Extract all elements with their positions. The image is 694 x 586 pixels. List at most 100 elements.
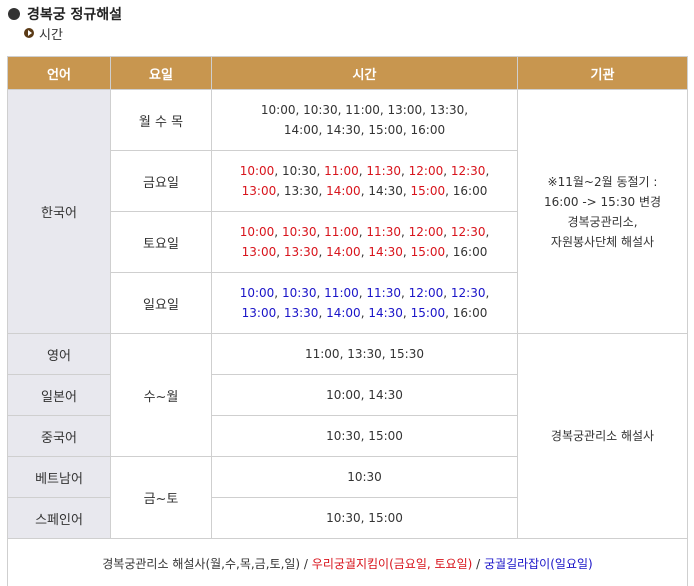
time-line: 10:00, 10:30, 11:00, 11:30, 12:00, 12:30… (212, 161, 517, 181)
time-blue: 11:30 (366, 286, 401, 300)
time-line: 10:00, 10:30, 11:00, 11:30, 12:00, 12:30… (212, 283, 517, 303)
time-text: , (443, 286, 451, 300)
season-change: 16:00 -> 15:30 변경 (543, 194, 662, 209)
time-red: 12:00 (408, 225, 444, 239)
time-line: 13:00, 13:30, 14:00, 14:30, 15:00, 16:00 (212, 181, 517, 201)
organization-cell-korean: ※11월~2월 동절기 : 16:00 -> 15:30 변경 경복궁관리소, … (517, 89, 688, 334)
time-red: 14:00 (326, 245, 361, 259)
time-red: 10:00 (239, 164, 275, 178)
time-cell: 10:30, 15:00 (211, 497, 518, 539)
time-text: , (318, 306, 327, 320)
language-cell: 영어 (7, 333, 111, 375)
organization-name: 자원봉사단체 해설사 (550, 234, 655, 249)
time-blue: 15:00 (410, 306, 446, 320)
time-red: 10:00 (239, 225, 275, 239)
time-text: , 14:30, (360, 184, 411, 198)
time-red: 13:00 (241, 245, 277, 259)
season-note: ※11월~2월 동절기 : (547, 174, 658, 189)
table-header-row: 언어 요일 시간 기관 (7, 56, 688, 90)
time-red: 12:30 (450, 164, 486, 178)
time-text: , 10:30, (274, 164, 325, 178)
legend-volunteer-blue: 궁궐길라잡이(일요일) (483, 556, 593, 571)
time-text: , 16:00 (445, 245, 488, 259)
table-row: 스페인어 10:30, 15:00 (7, 497, 688, 539)
time-red: 12:00 (408, 164, 444, 178)
time-text: , (402, 306, 411, 320)
time-text: , (358, 286, 367, 300)
time-blue: 12:00 (408, 286, 444, 300)
time-text: , (402, 245, 411, 259)
time-line: 14:00, 14:30, 15:00, 16:00 (212, 120, 517, 140)
day-cell: 일요일 (110, 272, 212, 334)
time-text: , 16:00 (445, 184, 488, 198)
time-text: , (358, 164, 367, 178)
time-red: 10:30 (281, 225, 317, 239)
time-text: , (401, 225, 409, 239)
time-text: , (316, 286, 325, 300)
time-cell: 10:00, 10:30, 11:00, 11:30, 12:00, 12:30… (211, 211, 518, 273)
time-blue: 14:30 (368, 306, 403, 320)
time-blue: 12:30 (450, 286, 486, 300)
day-cell: 월 수 목 (110, 89, 212, 151)
time-cell: 10:30 (211, 456, 518, 498)
section-title: 경복궁 정규해설 (27, 7, 123, 23)
language-cell: 베트남어 (7, 456, 111, 498)
legend-separator: / (472, 556, 484, 571)
time-text: 10:00, 10:30, 11:00, 13:00, 13:30, (260, 103, 469, 117)
time-text: , 13:30, (276, 184, 327, 198)
subheading-text: 시간 (39, 27, 63, 43)
time-text: , (360, 245, 369, 259)
section-heading: 경복궁 정규해설 (8, 4, 122, 24)
time-red: 15:00 (410, 184, 446, 198)
column-header-organization: 기관 (517, 56, 688, 90)
table-row: 금요일 10:00, 10:30, 11:00, 11:30, 12:00, 1… (8, 150, 688, 212)
time-text: , (360, 306, 369, 320)
language-cell-korean: 한국어 (7, 89, 111, 334)
column-header-day: 요일 (110, 56, 212, 90)
time-line: 13:00, 13:30, 14:00, 14:30, 15:00, 16:00 (212, 242, 517, 262)
time-blue: 14:00 (326, 306, 361, 320)
time-blue: 10:00 (239, 286, 275, 300)
table-row: 한국어 월 수 목 10:00, 10:30, 11:00, 13:00, 13… (7, 89, 688, 334)
column-header-language: 언어 (7, 56, 111, 90)
time-text: , (401, 286, 409, 300)
time-text: , (274, 286, 282, 300)
time-red: 11:30 (366, 225, 401, 239)
time-cell: 10:00, 10:30, 11:00, 11:30, 12:00, 12:30… (211, 150, 518, 212)
time-cell: 10:00, 10:30, 11:00, 13:00, 13:30, 14:00… (211, 89, 518, 151)
time-text: , (318, 245, 327, 259)
time-red: 15:00 (410, 245, 446, 259)
time-blue: 13:30 (283, 306, 319, 320)
section-subheading: 시간 (24, 24, 63, 43)
organization-name: 경복궁관리소, (567, 214, 638, 229)
time-text: , (316, 225, 325, 239)
time-text: , (276, 306, 284, 320)
time-text: , (443, 225, 451, 239)
organization-cell: 경복궁관리소 해설사 (517, 333, 688, 539)
time-cell: 10:00, 14:30 (211, 374, 518, 416)
time-text: , (485, 286, 490, 300)
time-text: , (485, 225, 490, 239)
language-cell: 중국어 (7, 415, 111, 457)
time-text: , (274, 225, 282, 239)
legend-official-guide: 경복궁관리소 해설사(월,수,목,금,토,일) / (102, 556, 312, 571)
day-cell: 토요일 (110, 211, 212, 273)
time-text: , (276, 245, 284, 259)
table-footer-row: 경복궁관리소 해설사(월,수,목,금,토,일) / 우리궁궐지킴이(금요일, 토… (7, 538, 688, 586)
table-row: 중국어 10:30, 15:00 (7, 415, 688, 457)
language-cell: 일본어 (7, 374, 111, 416)
table-row: 토요일 10:00, 10:30, 11:00, 11:30, 12:00, 1… (8, 211, 688, 273)
time-text: , (400, 164, 409, 178)
guide-legend: 경복궁관리소 해설사(월,수,목,금,토,일) / 우리궁궐지킴이(금요일, 토… (7, 538, 688, 586)
table-row: 일요일 10:00, 10:30, 11:00, 11:30, 12:00, 1… (8, 272, 688, 334)
time-red: 11:30 (366, 164, 401, 178)
time-text: , (358, 225, 367, 239)
time-red: 13:30 (283, 245, 319, 259)
time-text: , (485, 164, 490, 178)
table-row: 베트남어 금~토 10:30 (7, 456, 688, 539)
schedule-table: 언어 요일 시간 기관 한국어 월 수 목 10:00, 10:30, 11:0… (7, 56, 688, 586)
time-red: 14:00 (326, 184, 361, 198)
time-line: 10:00, 10:30, 11:00, 13:00, 13:30, (212, 100, 517, 120)
time-red: 11:00 (324, 225, 359, 239)
time-line: 13:00, 13:30, 14:00, 14:30, 15:00, 16:00 (212, 303, 517, 323)
